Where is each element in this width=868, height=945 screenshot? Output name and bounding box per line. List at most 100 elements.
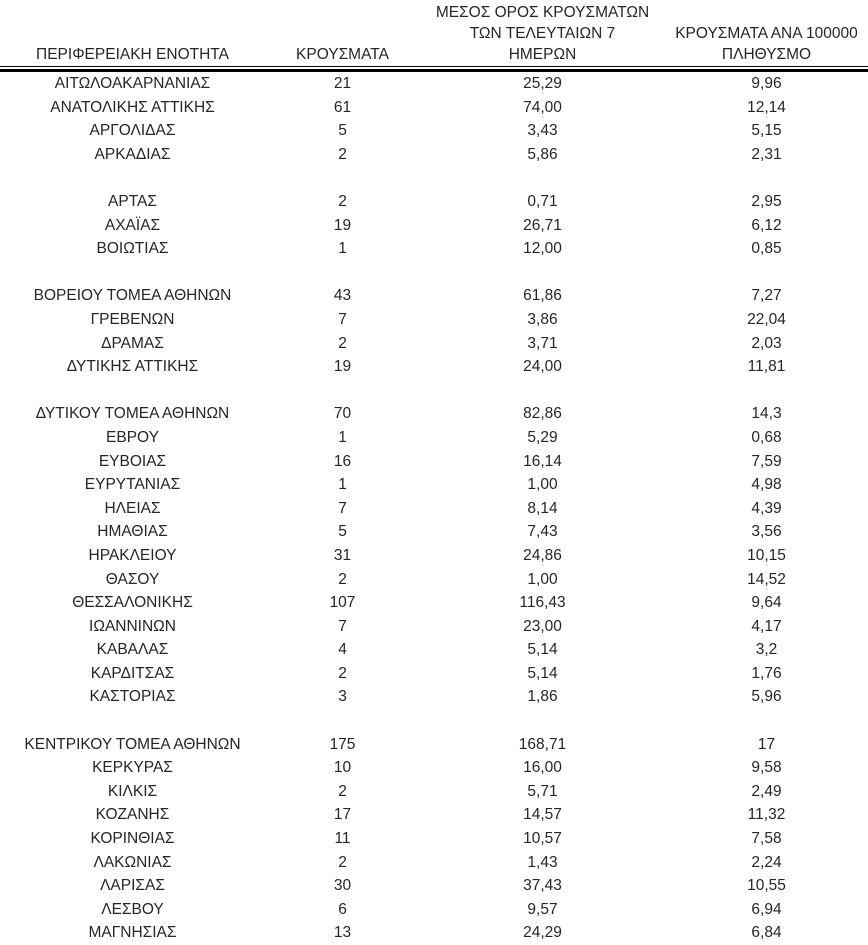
cell-cases-per-100000: 9,58 xyxy=(751,759,782,777)
cell-cases-per-100000: 22,04 xyxy=(747,310,786,328)
cell-avg-7-days: 16,00 xyxy=(523,759,562,777)
table-row: ΚΑΣΤΟΡΙΑΣ 3 1,86 5,96 xyxy=(0,685,868,709)
cell-avg-7-days: 5,29 xyxy=(527,428,558,446)
cell-regional-unit: ΜΑΓΝΗΣΙΑΣ xyxy=(88,924,177,942)
cell-cases: 13 xyxy=(333,924,352,942)
cell-avg-7-days: 37,43 xyxy=(523,877,562,895)
cell-cases-per-100000: 4,17 xyxy=(751,617,782,635)
cell-cases: 16 xyxy=(333,452,352,470)
cell-regional-unit: ΛΑΡΙΣΑΣ xyxy=(100,877,165,895)
cell-cases-per-100000: 7,27 xyxy=(751,287,782,305)
table-row: ΗΜΑΘΙΑΣ 5 7,43 3,56 xyxy=(0,520,868,544)
table-row: ΕΥΒΟΙΑΣ 16 16,14 7,59 xyxy=(0,450,868,474)
cell-cases-per-100000: 9,96 xyxy=(751,75,782,93)
cell-cases-per-100000: 10,55 xyxy=(747,877,786,895)
cell-cases: 2 xyxy=(338,334,347,352)
cell-regional-unit: ΑΧΑΪΑΣ xyxy=(104,216,161,234)
cell-cases-per-100000: 0,85 xyxy=(751,240,782,258)
column-header-avg-7-days: ΜΕΣΟΣ ΟΡΟΣ ΚΡΟΥΣΜΑΤΩΝ ΤΩΝ ΤΕΛΕΥΤΑΙΩΝ 7 Η… xyxy=(435,4,650,63)
cell-avg-7-days: 1,00 xyxy=(527,570,558,588)
cell-cases-per-100000: 14,3 xyxy=(751,405,782,423)
table-body: ΑΙΤΩΛΟΑΚΑΡΝΑΝΙΑΣ 21 25,29 9,96 ΑΝΑΤΟΛΙΚΗΣ ΑΤ… xyxy=(0,72,868,945)
cell-avg-7-days: 23,00 xyxy=(523,617,562,635)
cell-cases-per-100000: 9,64 xyxy=(751,594,782,612)
cell-cases: 1 xyxy=(338,428,347,446)
cell-cases-per-100000: 2,24 xyxy=(751,853,782,871)
cell-cases-per-100000: 0,68 xyxy=(751,428,782,446)
cell-regional-unit: ΛΑΚΩΝΙΑΣ xyxy=(93,853,172,871)
cell-cases: 7 xyxy=(338,310,347,328)
column-header-regional-unit: ΠΕΡΙΦΕΡΕΙΑΚΗ ΕΝΟΤΗΤΑ xyxy=(36,46,229,63)
table-row-blank xyxy=(0,261,868,285)
cell-cases: 17 xyxy=(333,806,352,824)
cell-cases-per-100000: 7,59 xyxy=(751,452,782,470)
cell-regional-unit: ΒΟΡΕΙΟΥ ΤΟΜΕΑ ΑΘΗΝΩΝ xyxy=(33,287,232,305)
cell-cases: 2 xyxy=(338,853,347,871)
cell-avg-7-days: 14,57 xyxy=(523,806,562,824)
table-row: ΒΟΙΩΤΙΑΣ 1 12,00 0,85 xyxy=(0,237,868,261)
table-row: ΚΑΒΑΛΑΣ 4 5,14 3,2 xyxy=(0,638,868,662)
cell-cases-per-100000: 4,98 xyxy=(751,476,782,494)
cell-regional-unit: ΔΥΤΙΚΗΣ ΑΤΤΙΚΗΣ xyxy=(66,358,199,376)
cell-cases-per-100000: 10,15 xyxy=(747,546,786,564)
cell-avg-7-days: 3,71 xyxy=(527,334,558,352)
cell-cases: 5 xyxy=(338,122,347,140)
cell-cases-per-100000: 2,49 xyxy=(751,782,782,800)
table-row: ΛΑΡΙΣΑΣ 30 37,43 10,55 xyxy=(0,874,868,898)
cell-regional-unit: ΚΑΒΑΛΑΣ xyxy=(96,641,169,659)
table-row: ΑΡΓΟΛΙΔΑΣ 5 3,43 5,15 xyxy=(0,119,868,143)
cell-avg-7-days: 5,71 xyxy=(527,782,558,800)
cell-regional-unit: ΚΙΛΚΙΣ xyxy=(107,782,158,800)
table-row: ΗΡΑΚΛΕΙΟΥ 31 24,86 10,15 xyxy=(0,544,868,568)
table-row: ΑΡΚΑΔΙΑΣ 2 5,86 2,31 xyxy=(0,143,868,167)
table-row: ΚΕΡΚΥΡΑΣ 10 16,00 9,58 xyxy=(0,756,868,780)
cell-regional-unit: ΔΡΑΜΑΣ xyxy=(101,334,164,352)
cell-avg-7-days: 61,86 xyxy=(523,287,562,305)
table-row: ΗΛΕΙΑΣ 7 8,14 4,39 xyxy=(0,497,868,521)
cell-cases-per-100000: 5,96 xyxy=(751,688,782,706)
cell-cases-per-100000: 11,32 xyxy=(747,806,786,824)
cell-regional-unit: ΒΟΙΩΤΙΑΣ xyxy=(96,240,169,258)
table-row: ΚΕΝΤΡΙΚΟΥ ΤΟΜΕΑ ΑΘΗΝΩΝ 175 168,71 17 xyxy=(0,733,868,757)
cell-cases: 4 xyxy=(338,641,347,659)
cell-cases-per-100000: 14,52 xyxy=(747,570,786,588)
table-row: ΘΑΣΟΥ 2 1,00 14,52 xyxy=(0,567,868,591)
cell-cases: 3 xyxy=(338,688,347,706)
cell-avg-7-days: 7,43 xyxy=(527,523,558,541)
cell-avg-7-days: 82,86 xyxy=(523,405,562,423)
cell-regional-unit: ΚΟΡΙΝΘΙΑΣ xyxy=(90,830,175,848)
cell-regional-unit: ΑΝΑΤΟΛΙΚΗΣ ΑΤΤΙΚΗΣ xyxy=(50,98,215,116)
table-row: ΔΥΤΙΚΟΥ ΤΟΜΕΑ ΑΘΗΝΩΝ 70 82,86 14,3 xyxy=(0,402,868,426)
cell-cases: 5 xyxy=(338,523,347,541)
cell-avg-7-days: 10,57 xyxy=(523,830,562,848)
cell-regional-unit: ΑΙΤΩΛΟΑΚΑΡΝΑΝΙΑΣ xyxy=(54,75,211,93)
cell-cases-per-100000: 3,2 xyxy=(755,641,778,659)
cell-avg-7-days: 3,86 xyxy=(527,310,558,328)
table-row: ΓΡΕΒΕΝΩΝ 7 3,86 22,04 xyxy=(0,308,868,332)
cell-cases: 19 xyxy=(333,358,352,376)
table-row: ΘΕΣΣΑΛΟΝΙΚΗΣ 107 116,43 9,64 xyxy=(0,591,868,615)
cell-avg-7-days: 168,71 xyxy=(518,735,567,753)
cell-cases-per-100000: 2,03 xyxy=(751,334,782,352)
cell-cases: 10 xyxy=(333,759,352,777)
table-row: ΛΑΚΩΝΙΑΣ 2 1,43 2,24 xyxy=(0,851,868,875)
cell-avg-7-days: 25,29 xyxy=(523,75,562,93)
cell-regional-unit: ΕΥΒΟΙΑΣ xyxy=(98,452,167,470)
table-row: ΔΥΤΙΚΗΣ ΑΤΤΙΚΗΣ 19 24,00 11,81 xyxy=(0,355,868,379)
cell-cases: 7 xyxy=(338,499,347,517)
table-row: ΕΥΡΥΤΑΝΙΑΣ 1 1,00 4,98 xyxy=(0,473,868,497)
cell-regional-unit: ΑΡΓΟΛΙΔΑΣ xyxy=(89,122,176,140)
cell-regional-unit: ΚΑΡΔΙΤΣΑΣ xyxy=(90,664,175,682)
cell-cases-per-100000: 2,31 xyxy=(751,145,782,163)
cell-cases-per-100000: 5,15 xyxy=(751,122,782,140)
table-row: ΜΑΓΝΗΣΙΑΣ 13 24,29 6,84 xyxy=(0,921,868,945)
table-row: ΙΩΑΝΝΙΝΩΝ 7 23,00 4,17 xyxy=(0,615,868,639)
cell-cases: 30 xyxy=(333,877,352,895)
cell-regional-unit: ΔΥΤΙΚΟΥ ΤΟΜΕΑ ΑΘΗΝΩΝ xyxy=(35,405,230,423)
cell-cases: 2 xyxy=(338,570,347,588)
table-row: ΑΙΤΩΛΟΑΚΑΡΝΑΝΙΑΣ 21 25,29 9,96 xyxy=(0,72,868,96)
table-row-blank xyxy=(0,709,868,733)
cell-cases: 2 xyxy=(338,145,347,163)
cell-cases-per-100000: 7,58 xyxy=(751,830,782,848)
